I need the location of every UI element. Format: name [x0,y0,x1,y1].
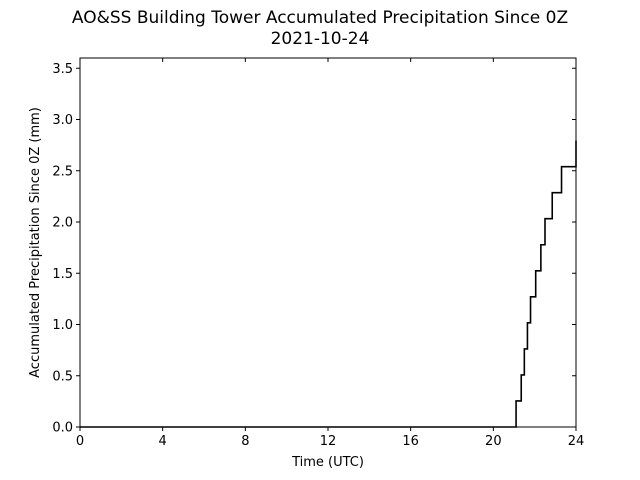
series-line-0 [80,140,577,428]
y-tick-label: 3.5 [52,62,73,77]
y-axis-label: Accumulated Precipitation Since 0Z (mm) [28,107,43,378]
y-tick-label: 2.5 [52,164,73,179]
x-axis-label: Time (UTC) [291,455,364,470]
x-tick-label: 4 [159,434,167,449]
y-tick-label: 0.5 [52,369,73,384]
y-tick-label: 2.0 [52,216,73,231]
x-tick-label: 0 [76,434,84,449]
chart-title: AO&SS Building Tower Accumulated Precipi… [71,8,569,28]
x-tick-label: 24 [568,434,585,449]
x-tick-label: 20 [485,434,502,449]
y-tick-label: 3.0 [52,113,73,128]
x-tick-label: 12 [320,434,337,449]
y-tick-label: 1.0 [52,318,73,333]
x-tick-label: 8 [241,434,249,449]
x-tick-label: 16 [402,434,419,449]
y-tick-label: 0.0 [52,421,73,436]
chart-subtitle: 2021-10-24 [270,29,370,49]
y-tick-label: 1.5 [52,267,73,282]
plot-frame [79,57,577,428]
